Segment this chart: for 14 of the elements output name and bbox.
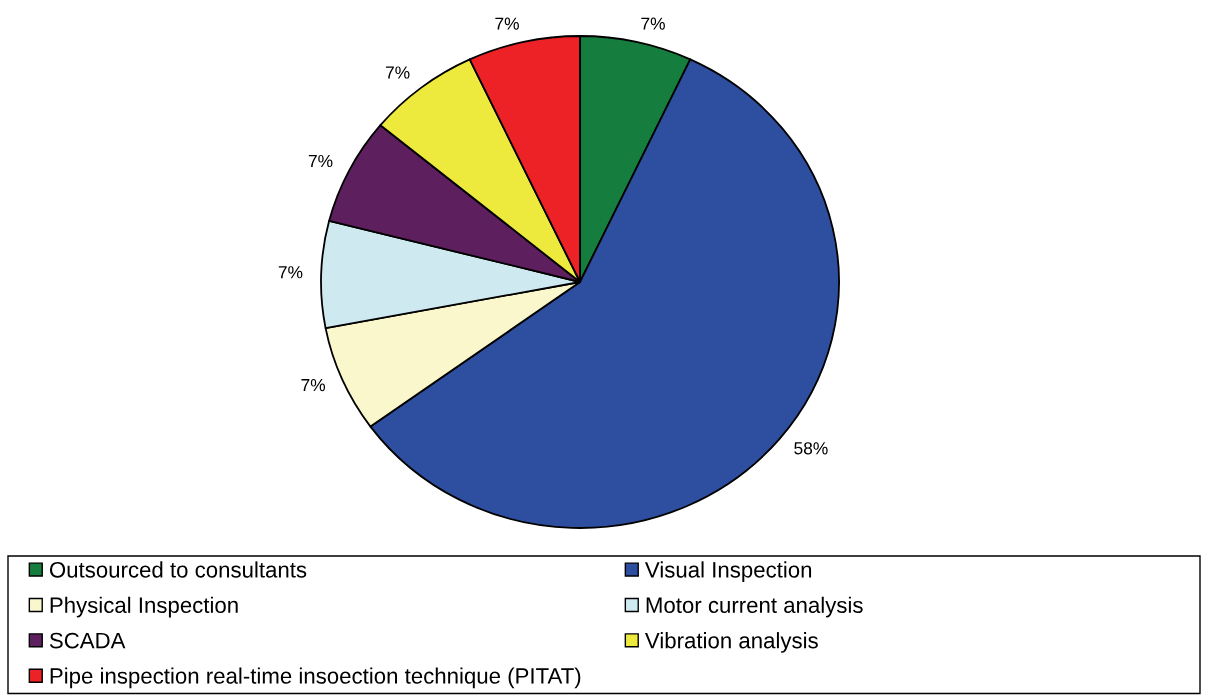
legend-label: Motor current analysis (646, 596, 863, 618)
data-label: 7% (278, 266, 303, 279)
legend-label: Vibration analysis (644, 632, 818, 653)
data-label: 7% (641, 17, 665, 30)
legend-label: SCADA (49, 632, 126, 649)
data-label: 58% (794, 442, 828, 455)
data-label: 7% (301, 378, 326, 392)
data-label: 7% (385, 66, 410, 79)
legend-label: Visual Inspection (644, 561, 812, 583)
data-label: 7% (308, 154, 333, 168)
legend-label: Physical Inspection (50, 596, 238, 618)
legend-label: Outsourced to consultants (49, 561, 307, 578)
legend-label: Pipe inspection real-time insoection technique (PITAT) (50, 667, 581, 689)
data-label: 7% (495, 17, 519, 30)
